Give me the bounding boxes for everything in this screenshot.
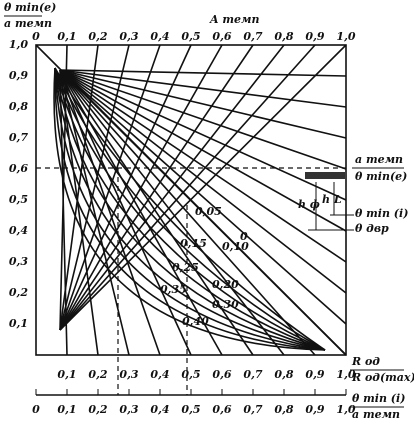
lower-tick-label: 0,3 (119, 403, 138, 416)
curve (54, 67, 326, 351)
inset-ratio: a темп (355, 153, 403, 166)
curve (54, 67, 326, 351)
bottom-label: R од (351, 355, 380, 368)
fan-line (59, 44, 316, 331)
bottom-tick-label: 0,5 (181, 368, 200, 381)
curve-label: 0,40 (182, 315, 209, 328)
bottom-tick-label: 0,6 (212, 368, 231, 381)
left-tick-label: 0,7 (9, 131, 28, 144)
curve-label: 0,25 (172, 261, 199, 274)
lower-tick-label: 0,8 (274, 403, 293, 416)
bottom-tick-label: 0,4 (150, 368, 169, 381)
top-tick-label: 0,4 (150, 30, 169, 43)
fan-line (59, 69, 347, 77)
top-tick-label: 0,1 (57, 30, 76, 43)
curve-label: 0,30 (212, 298, 239, 311)
lower-label: θ min (i) (352, 392, 405, 405)
construction (35, 44, 347, 395)
curve (53, 67, 326, 351)
left-tick-label: 0,2 (9, 286, 28, 299)
fan-line (59, 44, 192, 331)
curve-label: 0,20 (212, 278, 239, 291)
top-tick-label: 0,7 (243, 30, 262, 43)
top-tick-label: 0 (32, 30, 40, 43)
left-tick-label: 0,3 (9, 255, 28, 268)
left-tick-label: 0,1 (9, 317, 28, 330)
fan-line (59, 69, 161, 356)
fan-line (59, 69, 347, 263)
inset-theta: θ min (i) (355, 207, 408, 220)
curve-label: 0,05 (195, 205, 222, 218)
curve (54, 67, 326, 351)
lower-tick-label: 0,1 (57, 403, 76, 416)
lower-tick-label: 0 (32, 403, 40, 416)
curve (54, 67, 326, 351)
lower-tick-label: 0,6 (212, 403, 231, 416)
fan-line (59, 44, 254, 331)
y-label: θ min(e) (4, 1, 56, 14)
lower-tick-label: 0,7 (243, 403, 262, 416)
top-tick-label: 0,5 (181, 30, 200, 43)
top-tick-label: 0,8 (274, 30, 293, 43)
curve (54, 67, 326, 351)
fan-line (59, 69, 347, 294)
curve-label: 0,35 (160, 283, 187, 296)
bottom-tick-label: 0,9 (305, 368, 324, 381)
hatched-wall (305, 172, 345, 179)
curve (54, 67, 326, 351)
inset-h: h ф (298, 198, 320, 211)
curve-label: 0 (240, 230, 248, 243)
top-tick-label: 0,3 (119, 30, 138, 43)
fan-line (59, 69, 347, 108)
lower-tick-label: 0,5 (181, 403, 200, 416)
lower-tick-label: 0,9 (305, 403, 324, 416)
lower-tick-label: 0,4 (150, 403, 169, 416)
fan-line (59, 69, 347, 201)
inset-ratio: θ min(e) (355, 170, 407, 183)
top-tick-label: 0,9 (305, 30, 324, 43)
left-tick-label: 1,0 (9, 38, 28, 51)
bottom-label: R од(max) (351, 371, 414, 384)
left-tick-label: 0,8 (9, 100, 28, 113)
bottom-tick-label: 1,0 (336, 368, 355, 381)
fan-line (59, 69, 347, 232)
fan-line (59, 44, 161, 331)
fan-line (59, 69, 347, 356)
lower-tick-label: 1,0 (336, 403, 355, 416)
top-tick-label: 0,6 (212, 30, 231, 43)
inset-theta: θ двр (355, 222, 389, 235)
bottom-tick-label: 0,1 (57, 368, 76, 381)
bottom-tick-label: 0,2 (88, 368, 107, 381)
top-tick-label: 0,2 (88, 30, 107, 43)
bottom-tick-label: 0,3 (119, 368, 138, 381)
fan-line (59, 44, 285, 331)
bottom-tick-label: 0,7 (243, 368, 262, 381)
left-tick-label: 0,6 (9, 162, 28, 175)
fan-line (59, 69, 316, 356)
inset: a темп θ min(e) h ф h L θ min (i) θ двр (298, 153, 408, 235)
lower-label: a темп (352, 408, 400, 421)
curve-label: 0,10 (222, 240, 249, 253)
curve (54, 67, 326, 351)
top-tick-label: 1,0 (336, 30, 355, 43)
fan-line (59, 69, 347, 325)
top-title: A темп (209, 13, 259, 26)
left-tick-label: 0,5 (9, 193, 28, 206)
left-tick-label: 0,4 (9, 224, 28, 237)
fan-line (59, 44, 130, 331)
y-label: a темп (4, 17, 52, 30)
curve-label: 0,15 (180, 237, 207, 250)
left-tick-label: 0,9 (9, 69, 28, 82)
curve (54, 67, 326, 351)
inset-h: h L (322, 193, 342, 206)
bottom-tick-label: 0,8 (274, 368, 293, 381)
fan-line (59, 69, 347, 139)
lower-tick-label: 0,2 (88, 403, 107, 416)
fan-line (59, 44, 347, 331)
